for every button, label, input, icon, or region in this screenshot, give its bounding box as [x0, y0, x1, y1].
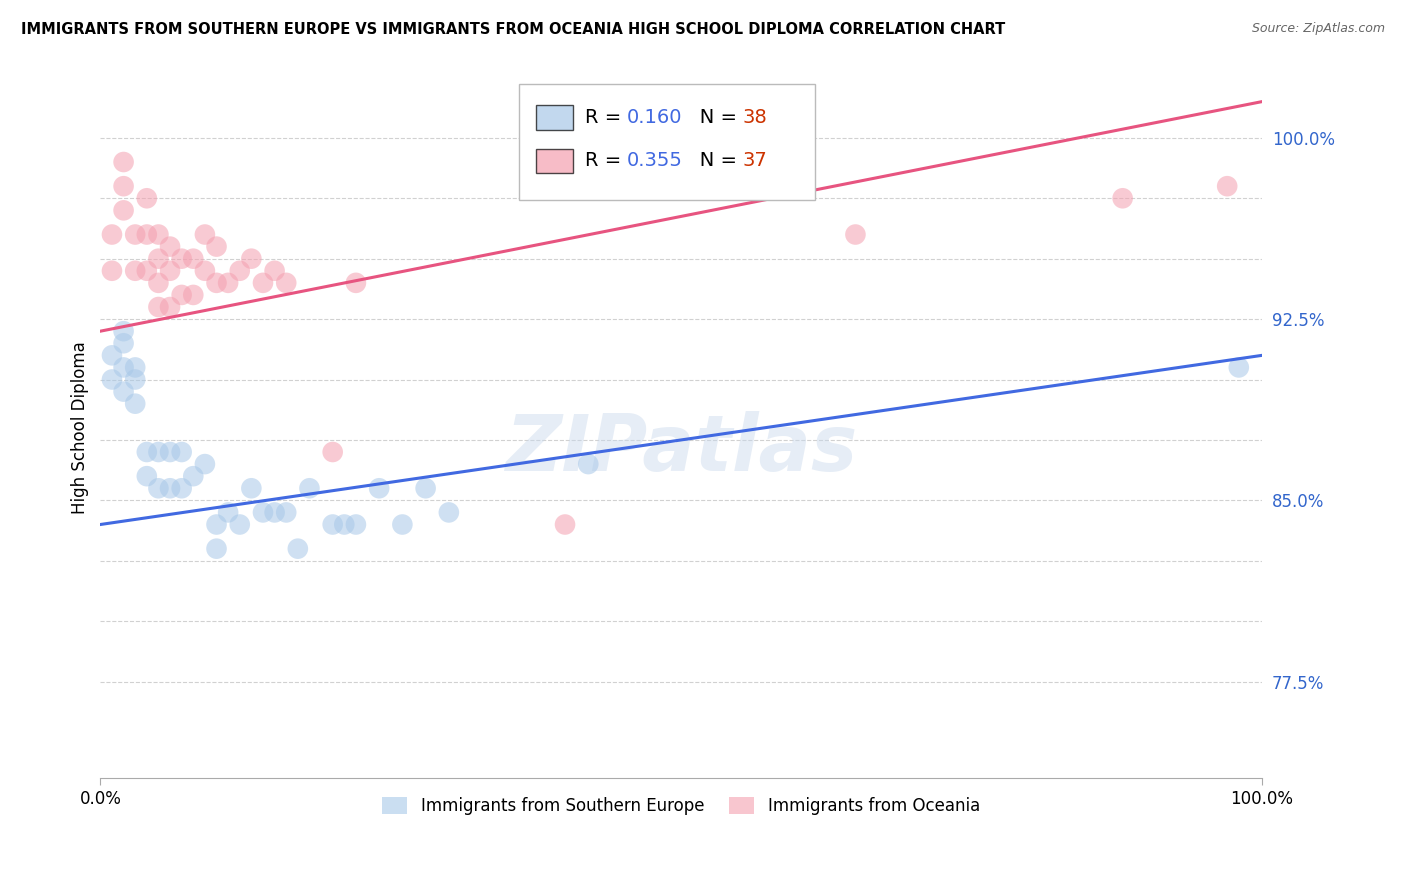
Point — [112, 155, 135, 169]
Point — [1111, 191, 1133, 205]
Point — [112, 384, 135, 399]
FancyBboxPatch shape — [536, 105, 574, 130]
Text: Source: ZipAtlas.com: Source: ZipAtlas.com — [1251, 22, 1385, 36]
Point — [135, 469, 157, 483]
Point — [101, 227, 124, 242]
Text: N =: N = — [681, 108, 744, 127]
Text: 0.160: 0.160 — [627, 108, 682, 127]
Point — [112, 179, 135, 194]
Point — [437, 505, 460, 519]
Point — [112, 203, 135, 218]
Point — [415, 481, 437, 495]
Point — [322, 517, 344, 532]
Text: R =: R = — [585, 108, 627, 127]
Point — [554, 517, 576, 532]
Point — [287, 541, 309, 556]
Point — [124, 360, 146, 375]
Point — [135, 191, 157, 205]
Point — [844, 227, 866, 242]
Point — [276, 276, 298, 290]
Text: N =: N = — [681, 152, 744, 170]
Point — [344, 276, 367, 290]
Point — [194, 227, 217, 242]
Text: ZIPatlas: ZIPatlas — [505, 411, 858, 487]
Point — [217, 505, 239, 519]
Point — [276, 505, 298, 519]
Point — [252, 505, 274, 519]
Point — [194, 264, 217, 278]
Point — [124, 397, 146, 411]
Point — [112, 336, 135, 351]
Text: 37: 37 — [742, 152, 768, 170]
Point — [159, 264, 181, 278]
Point — [159, 481, 181, 495]
Point — [112, 360, 135, 375]
Point — [298, 481, 321, 495]
Point — [159, 239, 181, 253]
Text: R =: R = — [585, 152, 627, 170]
Point — [181, 252, 204, 266]
Point — [240, 252, 263, 266]
Point — [148, 300, 170, 314]
Point — [124, 372, 146, 386]
Point — [1227, 360, 1250, 375]
Point — [170, 481, 193, 495]
Text: IMMIGRANTS FROM SOUTHERN EUROPE VS IMMIGRANTS FROM OCEANIA HIGH SCHOOL DIPLOMA C: IMMIGRANTS FROM SOUTHERN EUROPE VS IMMIG… — [21, 22, 1005, 37]
Point — [135, 227, 157, 242]
Text: 38: 38 — [742, 108, 768, 127]
Point — [135, 445, 157, 459]
Point — [101, 372, 124, 386]
Point — [391, 517, 413, 532]
FancyBboxPatch shape — [519, 85, 815, 200]
Point — [148, 252, 170, 266]
Point — [240, 481, 263, 495]
Point — [148, 445, 170, 459]
Point — [181, 469, 204, 483]
Point — [124, 227, 146, 242]
Point — [194, 457, 217, 471]
Point — [252, 276, 274, 290]
Y-axis label: High School Diploma: High School Diploma — [72, 342, 89, 514]
Point — [181, 288, 204, 302]
Point — [576, 457, 599, 471]
Point — [101, 264, 124, 278]
Point — [135, 264, 157, 278]
Point — [205, 276, 228, 290]
Point — [148, 276, 170, 290]
Point — [263, 264, 285, 278]
Point — [170, 288, 193, 302]
Point — [170, 252, 193, 266]
FancyBboxPatch shape — [536, 149, 574, 173]
Legend: Immigrants from Southern Europe, Immigrants from Oceania: Immigrants from Southern Europe, Immigra… — [382, 797, 980, 815]
Point — [368, 481, 391, 495]
Point — [205, 239, 228, 253]
Point — [217, 276, 239, 290]
Text: 0.355: 0.355 — [627, 152, 682, 170]
Point — [112, 324, 135, 338]
Point — [148, 227, 170, 242]
Point — [229, 264, 252, 278]
Point — [229, 517, 252, 532]
Point — [333, 517, 356, 532]
Point — [101, 348, 124, 362]
Point — [159, 300, 181, 314]
Point — [124, 264, 146, 278]
Point — [205, 517, 228, 532]
Point — [322, 445, 344, 459]
Point — [1216, 179, 1239, 194]
Point — [344, 517, 367, 532]
Point — [159, 445, 181, 459]
Point — [263, 505, 285, 519]
Point — [205, 541, 228, 556]
Point — [148, 481, 170, 495]
Point — [170, 445, 193, 459]
